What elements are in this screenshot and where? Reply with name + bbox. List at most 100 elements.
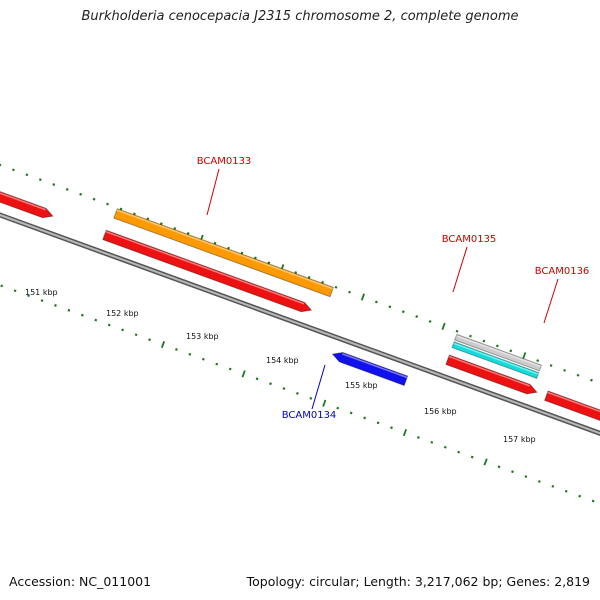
feature-cyan-BCAM0135: [451, 341, 540, 379]
minor-tick: [511, 470, 514, 474]
major-tick: [441, 322, 446, 330]
kbp-label: 154 kbp: [266, 356, 299, 365]
major-tick: [522, 352, 527, 360]
gene-arrow-BCAM0133-body: [102, 229, 313, 313]
minor-tick: [282, 387, 286, 390]
feature-gray-BCAM0135-highlight: [456, 335, 542, 368]
major-tick: [241, 370, 246, 378]
feature-orange-BCAM0133-body: [113, 208, 335, 298]
minor-tick: [537, 480, 541, 483]
gene-arrow-BCAM0136-highlight: [547, 391, 600, 413]
minor-tick: [376, 421, 380, 425]
minor-tick: [348, 290, 351, 294]
minor-tick: [363, 416, 367, 420]
minor-tick: [309, 396, 313, 400]
gene-label-leader: [543, 278, 559, 324]
minor-tick: [590, 378, 593, 382]
minor-tick: [576, 373, 580, 377]
minor-tick: [121, 328, 125, 332]
gene-arrow-BCAM0135: [445, 354, 538, 395]
minor-tick: [470, 455, 474, 459]
label-layer: 151 kbp 152 kbp 153 kbp 154 kbp 155 kbp 156 k…: [25, 156, 589, 444]
minor-tick: [12, 168, 15, 172]
gene-arrow-BCAM0133-highlight: [105, 230, 305, 305]
feature-layer: [0, 191, 600, 422]
minor-tick: [578, 494, 582, 498]
feature-cyan-BCAM0135-highlight: [453, 342, 539, 375]
minor-tick: [443, 445, 447, 449]
minor-tick: [80, 313, 84, 317]
minor-tick: [551, 484, 555, 488]
minor-tick: [563, 368, 566, 372]
minor-tick: [133, 212, 136, 216]
minor-tick: [148, 338, 151, 342]
minor-tick: [65, 188, 69, 191]
accession-text: Accession: NC_011001: [9, 574, 152, 589]
feature-orange-BCAM0133-highlight: [116, 209, 334, 290]
major-tick: [483, 458, 488, 466]
minor-tick: [430, 440, 434, 444]
minor-tick: [269, 382, 272, 386]
minor-tick: [307, 276, 311, 279]
kbp-label: 157 kbp: [503, 435, 536, 444]
gene-label-BCAM0133: BCAM0133: [197, 156, 252, 167]
minor-tick: [186, 232, 190, 235]
minor-tick: [482, 339, 486, 343]
minor-tick: [336, 406, 340, 410]
minor-tick: [240, 251, 244, 255]
minor-tick: [188, 352, 192, 356]
minor-tick: [295, 392, 299, 395]
minor-tick: [374, 300, 378, 304]
minor-tick: [416, 436, 420, 439]
minor-tick: [0, 284, 4, 288]
gene-arrow-BCAM0133: [102, 229, 313, 313]
minor-tick: [469, 334, 472, 338]
minor-tick: [228, 367, 232, 371]
minor-tick: [401, 310, 405, 314]
minor-tick: [536, 359, 540, 363]
minor-tick: [549, 364, 553, 367]
minor-tick: [591, 499, 595, 503]
minor-tick: [497, 465, 501, 469]
minor-tick: [215, 362, 219, 366]
gene-arrow-BCAM0136-body: [543, 390, 600, 422]
minor-tick: [253, 256, 257, 260]
minor-tick: [334, 285, 338, 289]
minor-tick: [388, 305, 392, 309]
minor-tick: [175, 348, 178, 351]
minor-tick: [495, 344, 499, 348]
feature-cyan-BCAM0135-body: [451, 341, 540, 379]
scale-tick-layer: [0, 163, 595, 503]
minor-tick: [428, 320, 432, 323]
gene-arrow-BCAM0135-body: [445, 354, 538, 395]
minor-tick: [106, 202, 109, 206]
gene-label-BCAM0136: BCAM0136: [535, 266, 590, 277]
feature-gray-BCAM0135-body: [454, 333, 543, 372]
backbone-layer: [0, 212, 600, 436]
gene-label-leader: [206, 168, 220, 216]
minor-tick: [146, 217, 150, 221]
minor-tick: [79, 192, 83, 196]
backbone-line: [0, 213, 600, 435]
kbp-label: 156 kbp: [424, 407, 457, 416]
minor-tick: [201, 357, 205, 361]
minor-tick: [564, 489, 568, 493]
gene-arrow-BCAM0136: [543, 390, 600, 422]
major-tick: [160, 340, 166, 349]
minor-tick: [54, 304, 57, 307]
minor-tick: [321, 280, 325, 284]
inner-scale-track: [0, 284, 595, 503]
minor-tick: [92, 197, 96, 201]
minor-tick: [524, 475, 528, 479]
feature-gray-BCAM0135: [454, 333, 543, 372]
feature-orange-BCAM0133: [113, 208, 335, 298]
gene-arrow-BCAM0135-highlight: [448, 355, 530, 387]
minor-tick: [134, 333, 138, 337]
gene-label-BCAM0135: BCAM0135: [442, 234, 497, 245]
minor-tick: [25, 173, 29, 177]
kbp-label: 155 kbp: [345, 381, 378, 390]
minor-tick: [227, 246, 230, 250]
major-tick: [402, 428, 407, 437]
